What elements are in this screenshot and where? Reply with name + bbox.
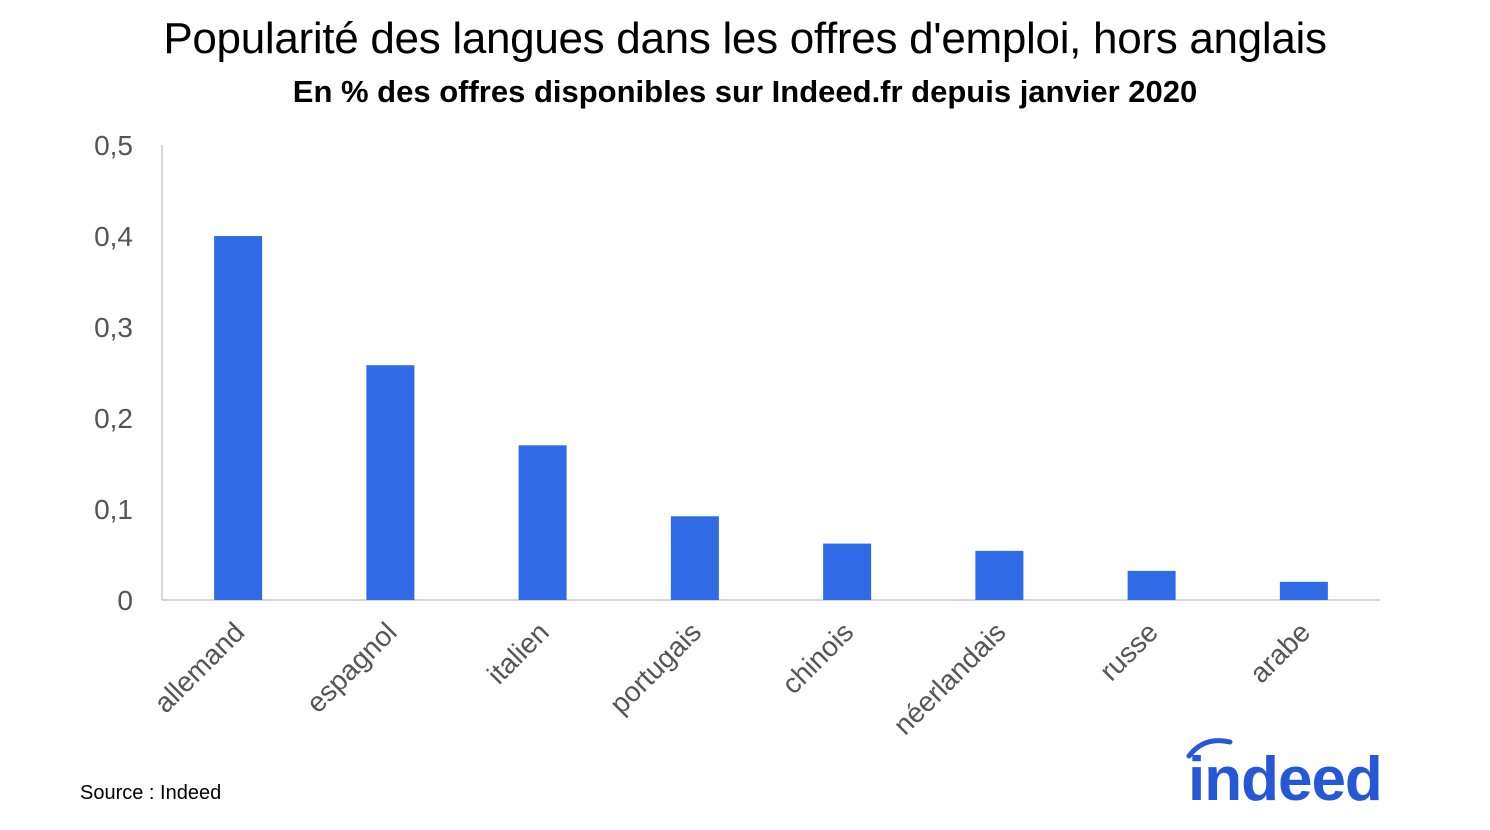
y-tick-label: 0 bbox=[117, 585, 133, 616]
x-tick-label: chinois bbox=[776, 616, 860, 700]
x-tick-label: espagnol bbox=[300, 616, 402, 718]
y-tick-label: 0,4 bbox=[94, 221, 133, 252]
x-tick-label: allemand bbox=[148, 616, 250, 718]
x-tick-label: russe bbox=[1094, 616, 1164, 686]
bar-chinois bbox=[823, 543, 872, 600]
indeed-arc-icon bbox=[1186, 738, 1233, 759]
x-tick-label: néerlandais bbox=[887, 616, 1011, 740]
indeed-logo: indeed bbox=[1186, 738, 1383, 810]
bar-russe bbox=[1127, 570, 1176, 600]
chart-title: Popularité des langues dans les offres d… bbox=[163, 14, 1327, 63]
bar-italien bbox=[518, 445, 567, 600]
indeed-logo-text: indeed bbox=[1188, 745, 1382, 810]
x-tick-label: portugais bbox=[604, 616, 707, 719]
x-tick-label: arabe bbox=[1244, 616, 1317, 689]
x-tick-label: italien bbox=[481, 616, 555, 690]
bars bbox=[214, 236, 1328, 600]
bar-espagnol bbox=[366, 365, 415, 600]
bar-allemand bbox=[214, 236, 263, 600]
y-axis: 0 0,1 0,2 0,3 0,4 0,5 bbox=[94, 130, 1380, 616]
chart-subtitle: En % des offres disponibles sur Indeed.f… bbox=[292, 74, 1198, 109]
source-note: Source : Indeed bbox=[80, 782, 222, 804]
bar-néerlandais bbox=[975, 550, 1024, 600]
bar-arabe bbox=[1279, 581, 1328, 600]
y-tick-label: 0,2 bbox=[94, 403, 133, 434]
bar-portugais bbox=[670, 516, 719, 600]
y-tick-label: 0,5 bbox=[94, 130, 133, 161]
x-axis-labels: allemand espagnol italien portugais chinois n… bbox=[148, 616, 1316, 740]
y-tick-label: 0,3 bbox=[94, 312, 133, 343]
y-tick-label: 0,1 bbox=[94, 494, 133, 525]
